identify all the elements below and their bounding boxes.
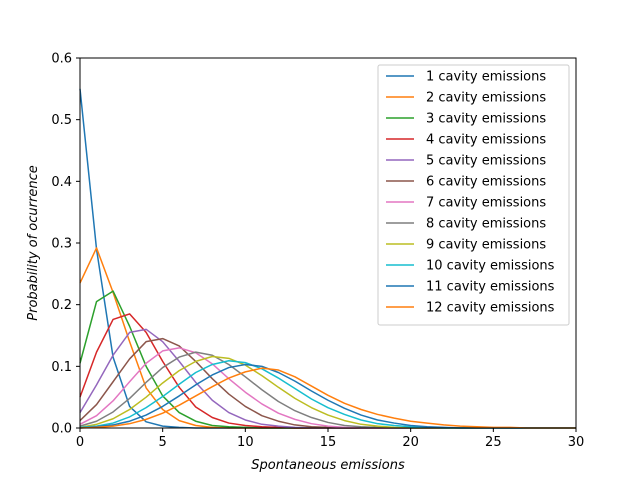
y-tick-label: 0.0 xyxy=(51,422,72,437)
legend-entry: 2 cavity emissions xyxy=(426,91,546,106)
y-tick-label: 0.6 xyxy=(51,52,72,67)
legend-entry: 8 cavity emissions xyxy=(426,217,546,232)
x-axis-ticks: 0 5 10 15 20 25 30 xyxy=(76,428,584,450)
legend-entry: 10 cavity emissions xyxy=(426,259,555,274)
y-tick-label: 0.5 xyxy=(51,113,72,128)
y-axis-ticks: 0.0 0.1 0.2 0.3 0.4 0.5 0.6 xyxy=(51,52,80,437)
x-tick-label: 5 xyxy=(159,435,167,450)
x-tick-label: 20 xyxy=(402,435,419,450)
x-tick-label: 15 xyxy=(320,435,337,450)
y-tick-label: 0.1 xyxy=(51,360,72,375)
legend-entry: 7 cavity emissions xyxy=(426,196,546,211)
y-tick-label: 0.4 xyxy=(51,175,72,190)
x-tick-label: 30 xyxy=(568,435,585,450)
legend-box xyxy=(377,64,570,326)
legend-entry: 9 cavity emissions xyxy=(426,238,546,253)
x-tick-label: 0 xyxy=(76,435,84,450)
series-line-9 xyxy=(79,355,576,429)
series-line-10 xyxy=(79,360,576,429)
legend: 1 cavity emissions 2 cavity emissions 3 ca… xyxy=(377,64,570,326)
y-tick-label: 0.2 xyxy=(51,298,72,313)
y-tick-label: 0.3 xyxy=(51,237,72,252)
x-tick-label: 10 xyxy=(237,435,254,450)
series-line-12 xyxy=(79,367,576,429)
x-tick-label: 25 xyxy=(485,435,502,450)
legend-entry: 5 cavity emissions xyxy=(426,154,546,169)
series-line-5 xyxy=(79,328,576,429)
y-axis-label: Probability of ocurrence xyxy=(26,165,41,320)
legend-entry: 4 cavity emissions xyxy=(426,133,546,148)
legend-entry: 1 cavity emissions xyxy=(426,70,546,85)
legend-entry: 6 cavity emissions xyxy=(426,175,546,190)
legend-entry: 12 cavity emissions xyxy=(426,301,555,316)
legend-entry: 3 cavity emissions xyxy=(426,112,546,127)
legend-entry: 11 cavity emissions xyxy=(426,280,555,295)
x-axis-label: Spontaneous emissions xyxy=(251,458,405,473)
